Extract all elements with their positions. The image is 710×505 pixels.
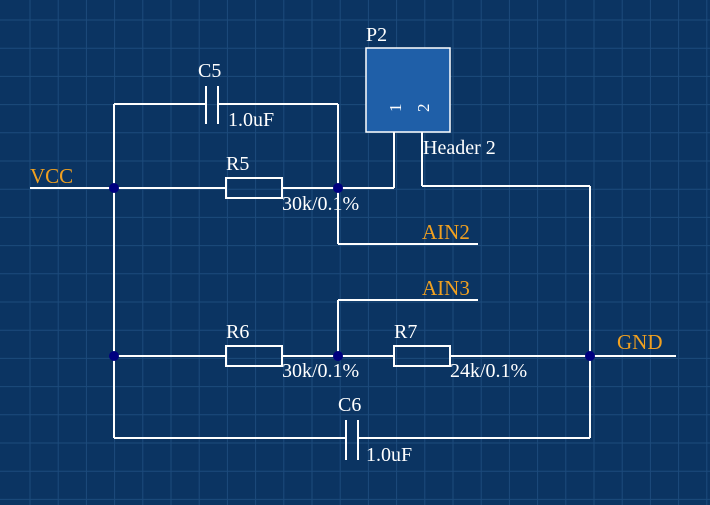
c5-value: 1.0uF bbox=[228, 109, 274, 131]
resistor-r7[interactable]: R7 24k/0.1% bbox=[393, 321, 527, 382]
c5-designator: C5 bbox=[198, 60, 221, 82]
p2-pin1-label: 1 bbox=[386, 104, 405, 113]
junction-gnd-right bbox=[585, 351, 595, 361]
capacitor-c6[interactable]: C6 1.0uF bbox=[338, 394, 412, 466]
p2-designator: P2 bbox=[366, 24, 387, 46]
r6-designator: R6 bbox=[226, 321, 249, 343]
junctions bbox=[109, 183, 595, 361]
header-p2[interactable]: P2 Header 2 1 2 bbox=[365, 24, 496, 159]
p2-pin2-label: 2 bbox=[414, 104, 433, 113]
junction-vcc-left bbox=[109, 183, 119, 193]
net-label-gnd: GND bbox=[617, 330, 663, 354]
r5-designator: R5 bbox=[226, 153, 249, 175]
r6-value: 30k/0.1% bbox=[282, 360, 359, 382]
p2-comment: Header 2 bbox=[423, 137, 496, 159]
net-label-ain3: AIN3 bbox=[422, 276, 470, 300]
junction-ain2-node bbox=[333, 183, 343, 193]
c6-value: 1.0uF bbox=[366, 444, 412, 466]
junction-ain3-node bbox=[333, 351, 343, 361]
p2-body bbox=[365, 47, 451, 133]
r5-body bbox=[225, 177, 283, 199]
c6-designator: C6 bbox=[338, 394, 361, 416]
junction-bottom-left bbox=[109, 351, 119, 361]
net-label-vcc: VCC bbox=[30, 164, 73, 188]
wires bbox=[30, 103, 676, 439]
resistor-r6[interactable]: R6 30k/0.1% bbox=[225, 321, 359, 382]
r5-value: 30k/0.1% bbox=[282, 193, 359, 215]
r7-value: 24k/0.1% bbox=[450, 360, 527, 382]
r7-designator: R7 bbox=[394, 321, 417, 343]
capacitor-c5[interactable]: C5 1.0uF bbox=[198, 60, 274, 131]
r6-body bbox=[225, 345, 283, 367]
resistor-r5[interactable]: R5 30k/0.1% bbox=[225, 153, 359, 215]
r7-body bbox=[393, 345, 451, 367]
net-label-ain2: AIN2 bbox=[422, 220, 470, 244]
